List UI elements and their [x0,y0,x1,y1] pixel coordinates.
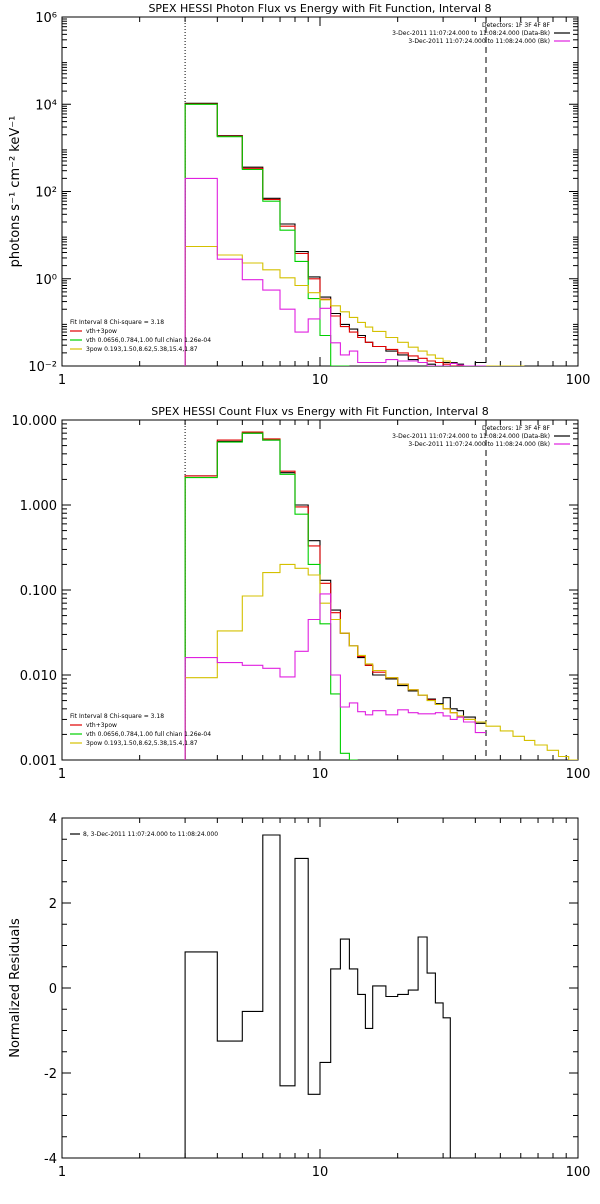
legend-bottomleft-text: vth 0.0656,0.784,1.00 full chian 1.26e-0… [86,731,211,738]
chart-title: SPEX HESSI Count Flux vs Energy with Fit… [151,405,488,418]
y-tick-label: 10⁶ [35,11,57,26]
series-0-histogram [184,102,486,366]
series-group [184,834,451,1158]
y-tick-label: 1.000 [20,499,57,514]
x-tick-label: 10 [312,1165,329,1180]
y-tick-label: 10² [35,186,57,201]
series-group [184,431,578,760]
series-3-histogram [184,245,525,366]
legend-topright-text: 3-Dec-2011 11:07:24.000 to 11:08:24.000 … [392,30,550,37]
x-tick-label: 100 [566,767,591,782]
series-4-histogram [184,177,486,366]
legend-topright-text: 3-Dec-2011 11:07:24.000 to 11:08:24.000 … [392,433,550,440]
y-tick-label: 10⁴ [35,98,57,113]
y-tick-label: 4 [49,812,57,827]
series-4-histogram [184,593,486,760]
legend-bottomleft-text: vth 0.0656,0.784,1.00 full chian 1.26e-0… [86,337,211,344]
chart-title: SPEX HESSI Photon Flux vs Energy with Fi… [148,2,491,15]
series-3-histogram [184,563,578,760]
legend-topright-text: Detectors: 1F 3F 4F 8F [482,22,551,29]
legend-topright-text: Detectors: 1F 3F 4F 8F [482,425,551,432]
residuals-panel: 1 10 100 -4 -2 0 2 4 Normalized Residuals 8, 3-De… [8,812,590,1180]
legend-bottomleft-text: 3pow 0.193,1.50,8.62,5.38,15.4,1.87 [86,346,198,353]
legend-bottomleft-text: vth+3pow [86,722,117,729]
y-tick-label: 2 [49,897,57,912]
y-tick-label: 0.010 [20,669,57,684]
series-group [184,102,525,366]
series-2-histogram [184,103,350,366]
y-axis-label: Normalized Residuals [8,918,23,1058]
y-axis-label: photons s⁻¹ cm⁻² keV⁻¹ [8,116,23,268]
plot-frame [61,817,579,1159]
x-tick-label: 10 [312,767,329,782]
legend-topright-text: 3-Dec-2011 11:07:24.000 to 11:08:24.000 … [408,441,550,448]
legend-bottomleft-text: vth+3pow [86,328,117,335]
x-tick-label: 1 [58,373,66,388]
legend-text: 8, 3-Dec-2011 11:07:24.000 to 11:08:24.0… [83,831,218,838]
x-tick-label: 10 [312,373,329,388]
y-tick-label: 0 [49,982,57,997]
y-tick-label: 0.001 [20,754,57,769]
photon-flux-panel: SPEX HESSI Photon Flux vs Energy with Fi… [8,2,590,388]
x-tick-label: 1 [58,767,66,782]
y-tick-label: 10.000 [12,414,58,429]
y-tick-label: 0.100 [20,584,57,599]
y-tick-label: 10⁰ [35,273,57,288]
series-0-histogram [184,432,486,760]
legend-bottomleft-text: Fit Interval 8 Chi-square = 3.18 [70,713,164,720]
legend-bottomleft-text: 3pow 0.193,1.50,8.62,5.38,15.4,1.87 [86,740,198,747]
series-0-histogram [184,834,451,1158]
count-flux-panel: SPEX HESSI Count Flux vs Energy with Fit… [12,405,591,782]
x-tick-label: 100 [566,373,591,388]
y-tick-label: -4 [44,1152,57,1167]
legend-bottomleft-text: Fit Interval 8 Chi-square = 3.18 [70,319,164,326]
x-tick-label: 100 [566,1165,591,1180]
y-tick-label: 10⁻² [28,360,57,375]
x-tick-label: 1 [58,1165,66,1180]
series-2-histogram [184,432,358,760]
legend-topright-text: 3-Dec-2011 11:07:24.000 to 11:08:24.000 … [408,38,550,45]
y-tick-label: -2 [44,1067,57,1082]
series-1-histogram [184,431,486,760]
series-1-histogram [184,103,486,366]
